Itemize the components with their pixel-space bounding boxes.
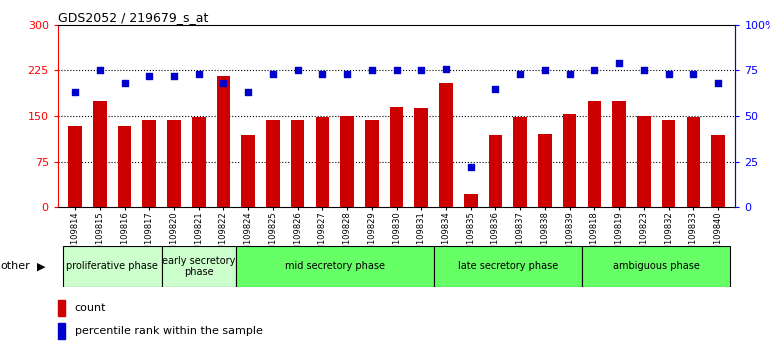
Bar [142, 120, 156, 207]
Bar [489, 135, 502, 207]
Point [464, 164, 477, 170]
Point [168, 73, 180, 79]
Text: mid secretory phase: mid secretory phase [285, 261, 385, 272]
Bar [340, 116, 354, 207]
Point [366, 68, 378, 73]
Text: percentile rank within the sample: percentile rank within the sample [75, 326, 263, 336]
Point [292, 68, 304, 73]
Point [143, 73, 156, 79]
Bar [192, 117, 206, 207]
Bar [118, 126, 132, 207]
Bar [266, 120, 280, 207]
Point [712, 80, 725, 86]
Bar [291, 120, 304, 207]
Point [588, 68, 601, 73]
Bar [582, 246, 731, 287]
Point [341, 71, 353, 77]
Point [687, 71, 699, 77]
Bar [162, 246, 236, 287]
Bar [365, 120, 379, 207]
Text: GDS2052 / 219679_s_at: GDS2052 / 219679_s_at [58, 11, 208, 24]
Bar [69, 126, 82, 207]
Point [69, 90, 81, 95]
Point [489, 86, 501, 91]
Bar [316, 117, 329, 207]
Bar [62, 246, 162, 287]
Point [415, 68, 427, 73]
Bar [661, 120, 675, 207]
Bar [58, 299, 65, 316]
Text: count: count [75, 303, 106, 313]
Point [94, 68, 106, 73]
Point [266, 71, 279, 77]
Bar [588, 101, 601, 207]
Text: proliferative phase: proliferative phase [66, 261, 158, 272]
Point [440, 66, 452, 72]
Point [316, 71, 329, 77]
Bar [538, 134, 552, 207]
Point [564, 71, 576, 77]
Bar [58, 323, 65, 339]
Point [119, 80, 131, 86]
Bar [687, 117, 700, 207]
Bar [563, 114, 577, 207]
Bar [167, 120, 181, 207]
Bar [390, 107, 403, 207]
Text: other: other [1, 261, 31, 272]
Bar [637, 116, 651, 207]
Point [613, 60, 625, 66]
Text: early secretory
phase: early secretory phase [162, 256, 236, 277]
Bar [464, 194, 477, 207]
Text: ▶: ▶ [37, 261, 45, 272]
Point [638, 68, 650, 73]
Bar [514, 117, 527, 207]
Point [192, 71, 205, 77]
Text: late secretory phase: late secretory phase [457, 261, 558, 272]
Bar [434, 246, 582, 287]
Text: ambiguous phase: ambiguous phase [613, 261, 700, 272]
Point [662, 71, 675, 77]
Bar [612, 101, 626, 207]
Bar [93, 101, 106, 207]
Bar [241, 135, 255, 207]
Point [514, 71, 527, 77]
Point [539, 68, 551, 73]
Point [390, 68, 403, 73]
Bar [414, 108, 428, 207]
Bar [216, 76, 230, 207]
Point [242, 90, 254, 95]
Point [217, 80, 229, 86]
Bar [711, 135, 725, 207]
Bar [439, 82, 453, 207]
Bar [236, 246, 434, 287]
